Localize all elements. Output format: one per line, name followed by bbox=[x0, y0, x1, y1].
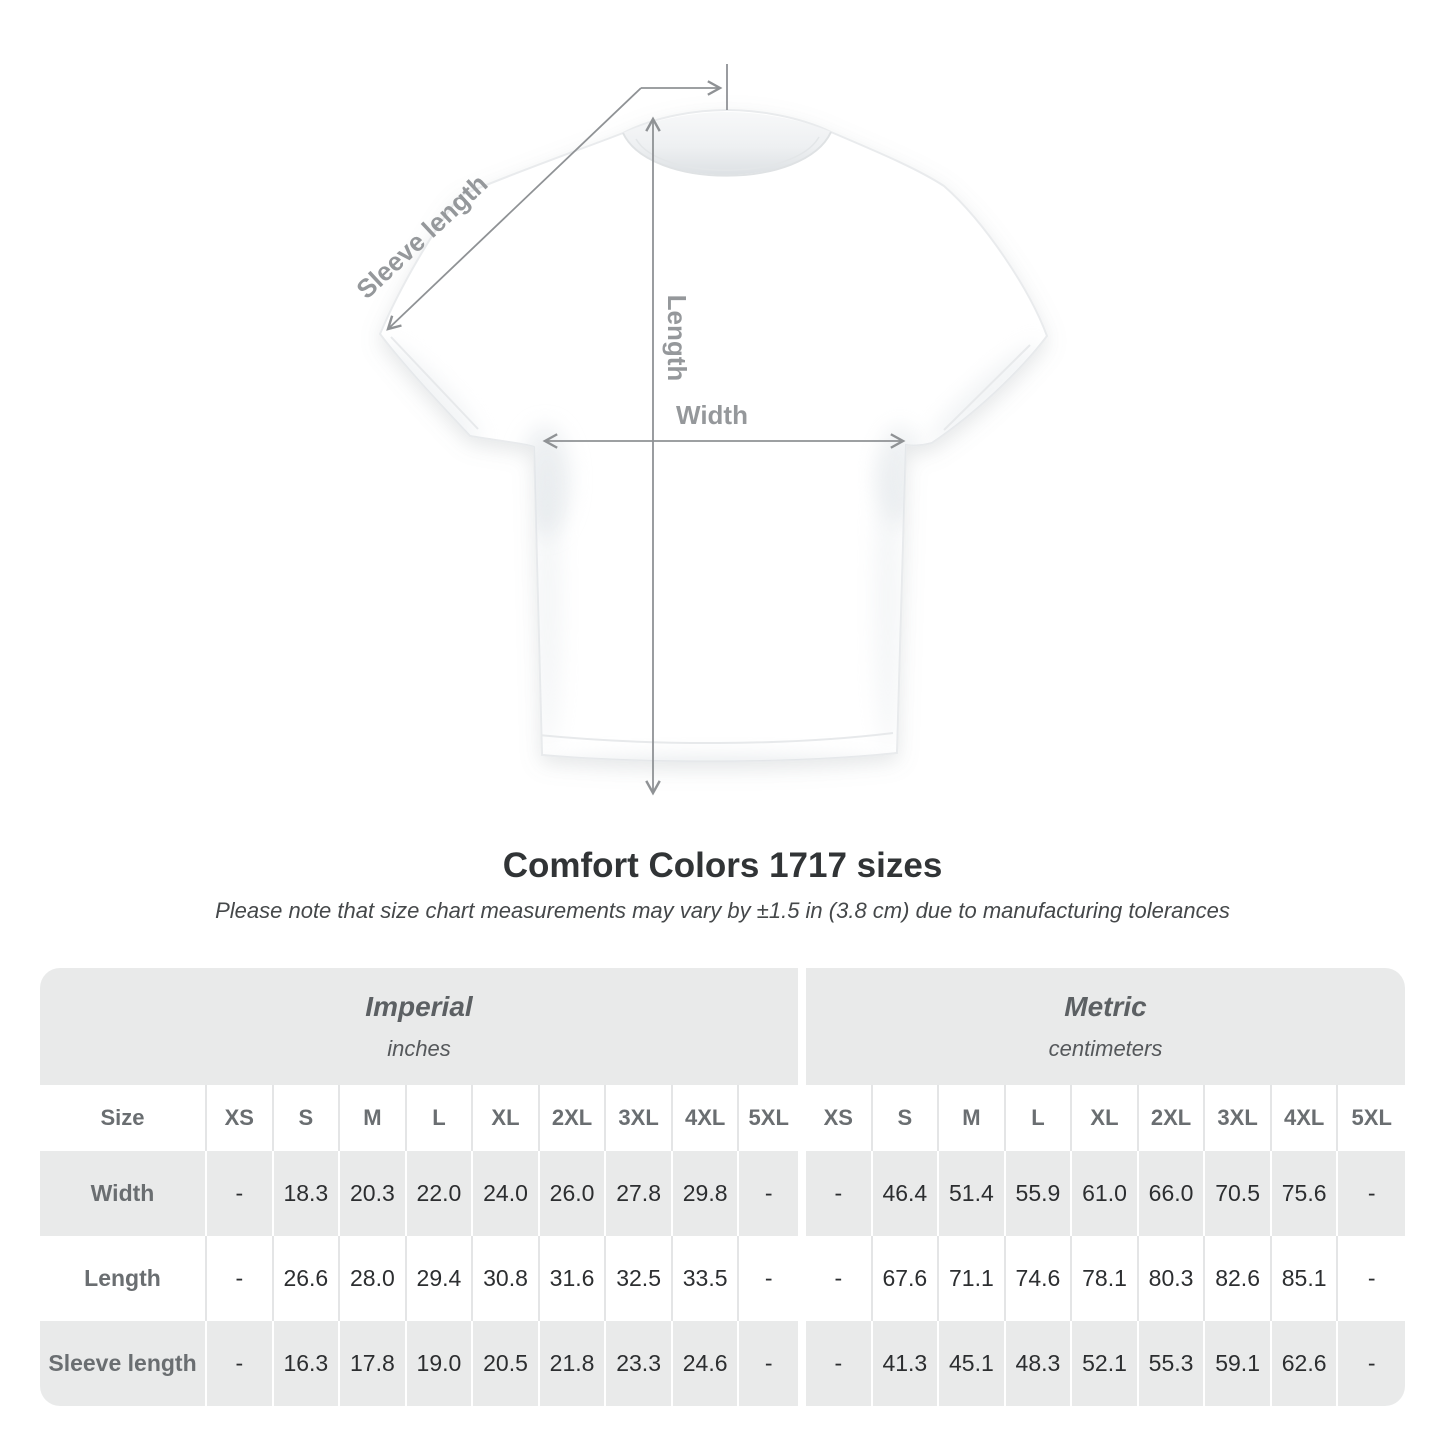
size-value-cell: 71.1 bbox=[939, 1236, 1006, 1321]
size-value-cell: 22.0 bbox=[406, 1151, 474, 1236]
size-value-cell: 24.6 bbox=[672, 1321, 740, 1406]
size-value-cell: - bbox=[806, 1321, 873, 1406]
size-value-cell: 26.6 bbox=[273, 1236, 341, 1321]
size-value-cell: 19.0 bbox=[406, 1321, 474, 1406]
size-value-cell: 20.5 bbox=[473, 1321, 540, 1406]
size-value-cell: - bbox=[207, 1236, 274, 1321]
table-row-sleeve-length: Sleeve length - 16.3 17.8 19.0 20.5 21.8… bbox=[40, 1321, 1405, 1406]
size-header-cell: 2XL bbox=[1138, 1085, 1206, 1151]
size-header-cell: 3XL bbox=[1205, 1085, 1272, 1151]
size-header-cell: XL bbox=[1072, 1085, 1139, 1151]
size-header-cell: 3XL bbox=[606, 1085, 673, 1151]
size-value-cell: 62.6 bbox=[1271, 1321, 1339, 1406]
table-row-width: Width - 18.3 20.3 22.0 24.0 26.0 27.8 29… bbox=[40, 1151, 1405, 1236]
metric-unit: centimeters bbox=[1048, 1036, 1163, 1061]
size-value-cell: - bbox=[739, 1236, 806, 1321]
size-header-cell: 4XL bbox=[1271, 1085, 1339, 1151]
size-header-cell: L bbox=[406, 1085, 474, 1151]
table-row-length: Length - 26.6 28.0 29.4 30.8 31.6 32.5 3… bbox=[40, 1236, 1405, 1321]
metric-title: Metric bbox=[1064, 991, 1147, 1022]
size-value-cell: 61.0 bbox=[1072, 1151, 1139, 1236]
size-value-cell: 80.3 bbox=[1138, 1236, 1206, 1321]
size-value-cell: - bbox=[739, 1321, 806, 1406]
collar bbox=[622, 112, 832, 177]
size-value-cell: 51.4 bbox=[939, 1151, 1006, 1236]
size-header-cell: 5XL bbox=[1338, 1085, 1405, 1151]
size-value-cell: - bbox=[806, 1236, 873, 1321]
size-value-cell: - bbox=[1338, 1151, 1405, 1236]
size-value-cell: 33.5 bbox=[672, 1236, 740, 1321]
size-value-cell: 48.3 bbox=[1005, 1321, 1073, 1406]
tolerance-note: Please note that size chart measurements… bbox=[215, 898, 1230, 923]
size-value-cell: 29.8 bbox=[672, 1151, 740, 1236]
imperial-unit: inches bbox=[387, 1036, 451, 1061]
size-value-cell: 55.3 bbox=[1138, 1321, 1206, 1406]
size-value-cell: - bbox=[207, 1151, 274, 1236]
tshirt-measurement-diagram: Sleeve length Length Width bbox=[350, 64, 1049, 796]
size-column-header: Size bbox=[40, 1085, 207, 1151]
size-value-cell: 32.5 bbox=[606, 1236, 673, 1321]
size-value-cell: 28.0 bbox=[340, 1236, 407, 1321]
size-header-cell: XS bbox=[207, 1085, 274, 1151]
tshirt-photo bbox=[378, 108, 1049, 763]
size-value-cell: 70.5 bbox=[1205, 1151, 1272, 1236]
size-value-cell: 75.6 bbox=[1271, 1151, 1339, 1236]
size-value-cell: 74.6 bbox=[1005, 1236, 1073, 1321]
imperial-title: Imperial bbox=[365, 991, 473, 1022]
size-value-cell: 78.1 bbox=[1072, 1236, 1139, 1321]
size-header-cell: S bbox=[273, 1085, 341, 1151]
size-value-cell: 59.1 bbox=[1205, 1321, 1272, 1406]
size-header-cell: 5XL bbox=[739, 1085, 806, 1151]
size-value-cell: 66.0 bbox=[1138, 1151, 1206, 1236]
size-value-cell: 29.4 bbox=[406, 1236, 474, 1321]
size-header-cell: L bbox=[1005, 1085, 1073, 1151]
size-header-cell: XS bbox=[806, 1085, 873, 1151]
size-value-cell: - bbox=[739, 1151, 806, 1236]
size-value-cell: - bbox=[207, 1321, 274, 1406]
size-header-cell: S bbox=[872, 1085, 940, 1151]
size-value-cell: 67.6 bbox=[872, 1236, 940, 1321]
size-header-cell: M bbox=[939, 1085, 1006, 1151]
size-value-cell: 41.3 bbox=[872, 1321, 940, 1406]
size-value-cell: 30.8 bbox=[473, 1236, 540, 1321]
size-header-cell: M bbox=[340, 1085, 407, 1151]
page-title: Comfort Colors 1717 sizes bbox=[502, 846, 943, 885]
size-value-cell: 20.3 bbox=[340, 1151, 407, 1236]
size-value-cell: 18.3 bbox=[273, 1151, 341, 1236]
size-header-cell: 2XL bbox=[539, 1085, 607, 1151]
imperial-section-header: Imperial inches bbox=[40, 968, 806, 1085]
width-label: Width bbox=[676, 400, 748, 430]
size-value-cell: 55.9 bbox=[1005, 1151, 1073, 1236]
size-value-cell: 31.6 bbox=[539, 1236, 607, 1321]
size-value-cell: - bbox=[1338, 1321, 1405, 1406]
size-value-cell: - bbox=[1338, 1236, 1405, 1321]
size-value-cell: 52.1 bbox=[1072, 1321, 1139, 1406]
size-value-cell: 27.8 bbox=[606, 1151, 673, 1236]
length-label: Length bbox=[662, 295, 692, 382]
unit-band-row: Imperial inches Metric centimeters bbox=[40, 968, 1405, 1085]
sleeve-length-arrow bbox=[386, 80, 723, 331]
size-header-cell: XL bbox=[473, 1085, 540, 1151]
size-value-cell: 82.6 bbox=[1205, 1236, 1272, 1321]
size-value-cell: 45.1 bbox=[939, 1321, 1006, 1406]
size-value-cell: 24.0 bbox=[473, 1151, 540, 1236]
size-value-cell: - bbox=[806, 1151, 873, 1236]
size-value-cell: 85.1 bbox=[1271, 1236, 1339, 1321]
size-value-cell: 26.0 bbox=[539, 1151, 607, 1236]
size-header-cell: 4XL bbox=[672, 1085, 740, 1151]
size-value-cell: 17.8 bbox=[340, 1321, 407, 1406]
size-value-cell: 46.4 bbox=[872, 1151, 940, 1236]
size-header-row: Size XS S M L XL 2XL 3XL 4XL 5XL XS S M … bbox=[40, 1085, 1405, 1151]
size-value-cell: 16.3 bbox=[273, 1321, 341, 1406]
row-label: Length bbox=[40, 1236, 207, 1321]
row-label: Sleeve length bbox=[40, 1321, 207, 1406]
size-value-cell: 23.3 bbox=[606, 1321, 673, 1406]
size-value-cell: 21.8 bbox=[539, 1321, 607, 1406]
row-label: Width bbox=[40, 1151, 207, 1236]
metric-section-header: Metric centimeters bbox=[806, 968, 1405, 1085]
size-chart-table: Imperial inches Metric centimeters Size … bbox=[40, 968, 1405, 1406]
